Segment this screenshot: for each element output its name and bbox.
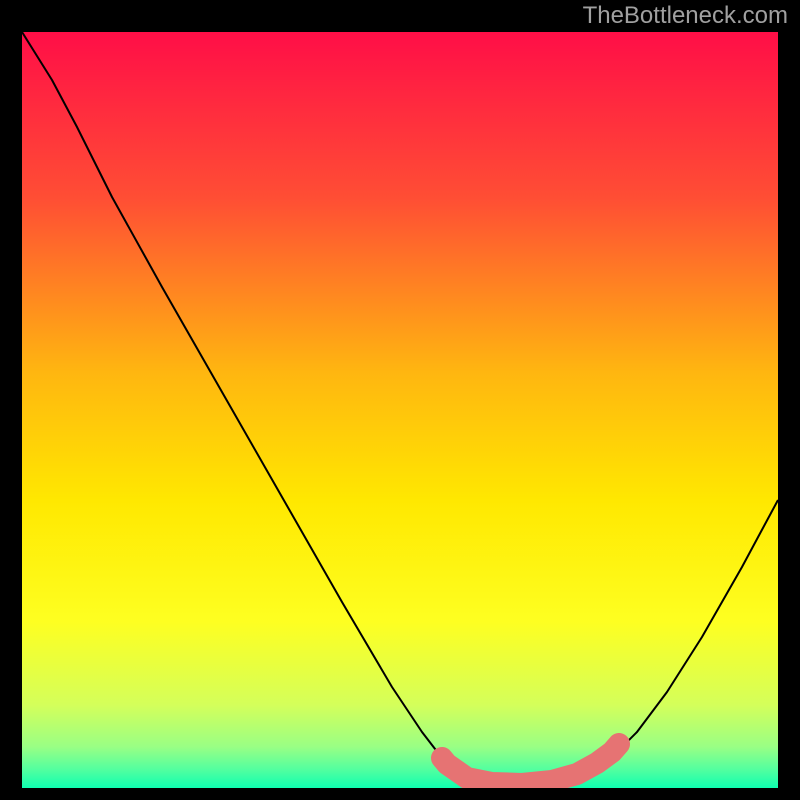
gradient-background (22, 32, 778, 788)
watermark-text: TheBottleneck.com (583, 2, 788, 30)
bottleneck-chart (22, 32, 778, 788)
chart-container: TheBottleneck.com (0, 0, 800, 800)
